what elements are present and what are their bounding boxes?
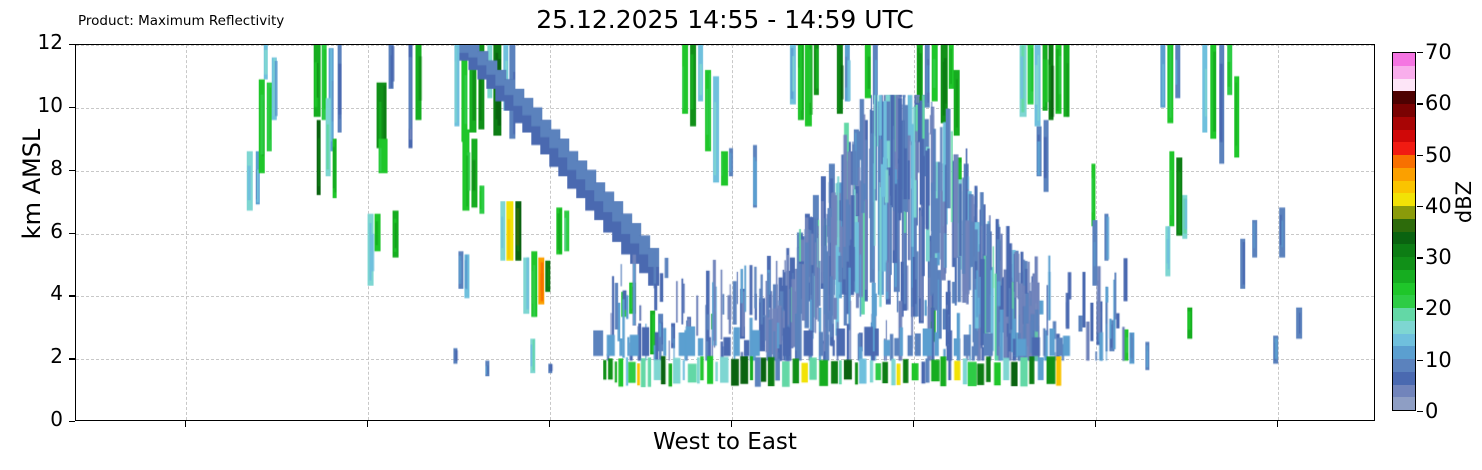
colorbar-band <box>1393 116 1415 130</box>
x-axis-label: West to East <box>653 429 797 455</box>
x-axis-tick <box>1277 421 1279 427</box>
colorbar-band <box>1393 218 1415 232</box>
y-axis-tick <box>69 169 75 172</box>
colorbar-band <box>1393 320 1415 334</box>
page-title: 25.12.2025 14:55 - 14:59 UTC <box>536 5 914 34</box>
colorbar-band <box>1393 371 1415 385</box>
colorbar-tick <box>1417 205 1423 208</box>
x-axis-tick <box>731 421 733 427</box>
y-axis-tick <box>69 295 75 297</box>
reflectivity-heatmap <box>76 45 1374 420</box>
colorbar-band <box>1393 142 1415 155</box>
x-axis-tick <box>185 421 187 427</box>
colorbar-band <box>1393 104 1415 117</box>
plot-area <box>75 44 1375 421</box>
colorbar-tick-label: 0 <box>1425 399 1439 423</box>
colorbar-tick <box>1417 103 1423 105</box>
colorbar-band <box>1393 180 1415 194</box>
colorbar-band <box>1393 282 1415 296</box>
colorbar-tick <box>1417 154 1423 156</box>
colorbar-tick <box>1417 257 1423 259</box>
colorbar-band <box>1393 65 1415 79</box>
product-label: Product: Maximum Reflectivity <box>78 13 285 29</box>
colorbar-tick-label: 40 <box>1425 193 1452 218</box>
colorbar-tick-label: 20 <box>1425 296 1452 321</box>
colorbar-gradient <box>1392 52 1416 411</box>
colorbar-tick <box>1417 359 1423 362</box>
colorbar-tick-label: 70 <box>1425 40 1452 64</box>
colorbar-tick <box>1417 308 1423 310</box>
colorbar-tick-label: 30 <box>1425 245 1452 270</box>
colorbar-band <box>1393 346 1415 359</box>
y-axis-tick <box>69 44 75 46</box>
colorbar-tick <box>1417 411 1423 413</box>
y-axis-tick-label: 6 <box>50 218 63 243</box>
y-axis-tick-label: 10 <box>37 92 63 117</box>
colorbar-band <box>1393 397 1415 410</box>
colorbar-band <box>1393 295 1415 308</box>
colorbar-tick-label: 60 <box>1425 91 1452 116</box>
y-axis-tick-label: 2 <box>50 344 63 369</box>
colorbar-band <box>1393 78 1415 92</box>
colorbar-band <box>1393 53 1415 66</box>
colorbar-band <box>1393 308 1415 321</box>
y-axis-tick-label: 12 <box>37 30 63 54</box>
y-axis-tick <box>69 421 75 423</box>
colorbar-tick-label: 10 <box>1425 347 1452 372</box>
colorbar-band <box>1393 257 1415 270</box>
colorbar-band <box>1393 129 1415 143</box>
x-axis-tick <box>913 421 915 427</box>
y-axis-tick-label: 4 <box>50 281 63 306</box>
colorbar-band <box>1393 193 1415 206</box>
y-axis-tick <box>69 232 75 234</box>
colorbar <box>1392 52 1416 411</box>
colorbar-tick <box>1417 52 1423 54</box>
colorbar-band <box>1393 231 1415 245</box>
y-axis-tick <box>69 106 75 109</box>
y-axis-tick <box>69 358 75 360</box>
colorbar-band <box>1393 167 1415 181</box>
colorbar-band <box>1393 155 1415 168</box>
colorbar-band <box>1393 244 1415 257</box>
colorbar-band <box>1393 91 1415 104</box>
y-axis-tick-label: 8 <box>50 155 63 180</box>
x-axis-tick <box>367 421 369 427</box>
y-axis-label: km AMSL <box>18 128 46 240</box>
x-axis-tick <box>549 421 551 427</box>
x-axis-tick <box>1095 421 1097 427</box>
colorbar-band <box>1393 384 1415 398</box>
colorbar-band <box>1393 359 1415 372</box>
colorbar-band <box>1393 206 1415 219</box>
colorbar-tick-label: 50 <box>1425 142 1452 167</box>
colorbar-band <box>1393 269 1415 283</box>
colorbar-band <box>1393 333 1415 347</box>
y-axis-tick-label: 0 <box>50 407 63 431</box>
colorbar-unit-label: dBZ <box>1452 180 1476 224</box>
